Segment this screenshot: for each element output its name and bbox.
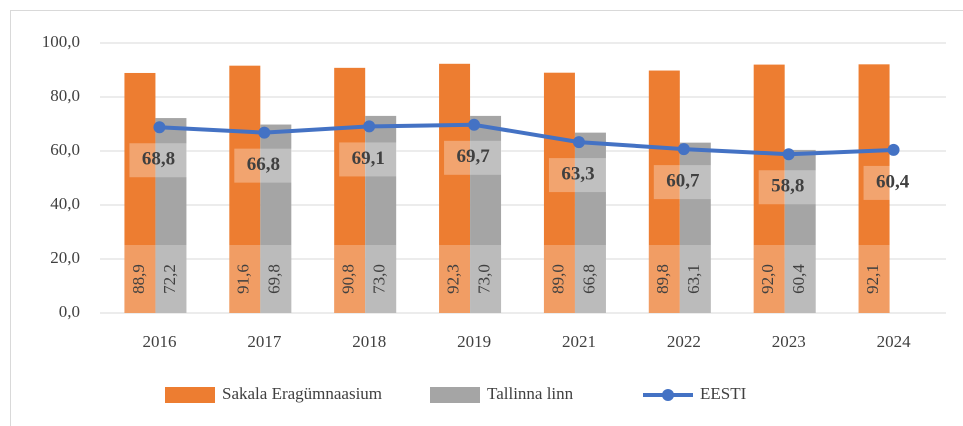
value-label: 66,8: [579, 264, 598, 294]
bar: [574, 132, 606, 313]
value-label-box: [124, 245, 156, 313]
bar: [155, 118, 187, 313]
x-tick-label: 2022: [667, 332, 701, 351]
value-label: 92,1: [863, 264, 882, 294]
value-label: 68,8: [142, 149, 175, 170]
y-tick-label: 100,0: [42, 32, 80, 51]
line: [159, 122, 894, 157]
bar: [543, 72, 575, 313]
x-tick-label: 2018: [352, 332, 386, 351]
bar: [439, 63, 471, 313]
bar: [470, 115, 502, 314]
x-tick-label: 2023: [772, 332, 806, 351]
value-label-box: [648, 245, 680, 313]
legend-label: EESTI: [700, 384, 747, 403]
value-label-box: [574, 245, 606, 313]
value-label: 89,0: [548, 264, 567, 294]
value-label-box: [753, 245, 785, 313]
bar: [229, 65, 261, 314]
value-label: 69,8: [265, 264, 284, 294]
value-label: 63,1: [684, 264, 703, 294]
line-point: [258, 126, 271, 139]
line-point: [887, 143, 900, 156]
value-label: 58,8: [771, 176, 804, 197]
x-tick-label: 2016: [142, 332, 176, 351]
value-label: 69,1: [352, 148, 385, 169]
value-label-box: [679, 245, 711, 313]
value-label-box: [129, 143, 188, 178]
x-tick-label: 2021: [562, 332, 596, 351]
value-label: 73,0: [370, 264, 389, 294]
value-label-box: [439, 245, 471, 313]
value-label-box: [444, 140, 503, 175]
line-point: [153, 121, 166, 134]
value-label-box: [365, 245, 397, 313]
value-label-box: [334, 245, 366, 313]
bar: [334, 67, 366, 313]
legend-label: Tallinna linn: [487, 384, 574, 403]
value-label-box: [758, 170, 817, 205]
value-label-box: [858, 245, 890, 313]
y-tick-label: 80,0: [50, 86, 80, 105]
value-label: 91,6: [234, 264, 253, 294]
value-label-box: [548, 158, 607, 193]
bar: [648, 70, 680, 313]
value-label-box: [470, 245, 502, 313]
value-label-box: [260, 245, 292, 313]
y-tick-label: 60,0: [50, 140, 80, 159]
value-label-box: [234, 148, 293, 183]
value-label: 63,3: [561, 163, 594, 184]
value-label: 89,8: [653, 264, 672, 294]
y-tick-label: 40,0: [50, 194, 80, 213]
bar: [679, 142, 711, 313]
legend-point: [662, 389, 674, 401]
bar: [858, 64, 890, 313]
bar: [260, 124, 292, 313]
x-tick-label: 2019: [457, 332, 491, 351]
value-label-box: [155, 245, 187, 313]
bar: [753, 64, 785, 313]
y-tick-label: 0,0: [59, 302, 80, 321]
legend-swatch: [430, 387, 480, 403]
value-label: 69,7: [456, 146, 490, 167]
legend-swatch: [165, 387, 215, 403]
value-label: 72,2: [160, 264, 179, 294]
value-label: 60,4: [789, 264, 808, 294]
value-label-box: [653, 165, 712, 200]
x-tick-label: 2024: [877, 332, 912, 351]
value-label: 88,9: [129, 264, 148, 294]
bar: [124, 72, 156, 313]
line-point: [363, 120, 376, 133]
y-tick-label: 20,0: [50, 248, 80, 267]
value-label: 92,3: [443, 264, 462, 294]
legend-label: Sakala Eragümnaasium: [222, 384, 382, 403]
value-label-box: [863, 165, 922, 200]
chart-frame: [10, 10, 963, 426]
value-label: 90,8: [339, 264, 358, 294]
value-label: 60,4: [876, 171, 910, 192]
value-label: 73,0: [474, 264, 493, 294]
line-point: [468, 118, 481, 131]
line-point: [782, 148, 795, 161]
value-label: 60,7: [666, 170, 700, 191]
x-tick-label: 2017: [247, 332, 282, 351]
bar: [784, 149, 816, 313]
value-label: 92,0: [758, 264, 777, 294]
value-label-box: [784, 245, 816, 313]
value-label: 66,8: [247, 154, 280, 175]
bar: [365, 115, 397, 314]
line-point: [572, 136, 585, 149]
line-point: [677, 143, 690, 156]
value-label-box: [229, 245, 261, 313]
value-label-box: [543, 245, 575, 313]
value-label-box: [339, 142, 398, 177]
